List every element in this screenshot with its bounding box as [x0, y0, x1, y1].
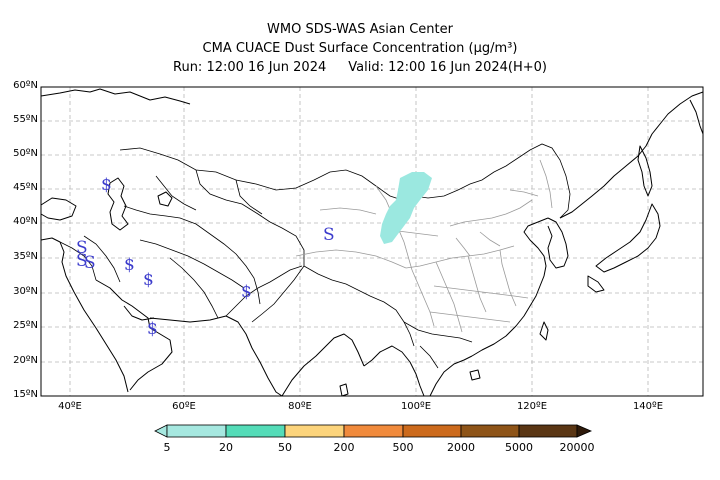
dust-symbol: S [323, 225, 335, 245]
colorbar-swatch-2 [284, 424, 345, 438]
lat-label-45n: 45ºN [13, 182, 38, 193]
dust-symbol: $ [124, 255, 135, 275]
title-line-1: WMO SDS-WAS Asian Center [267, 22, 453, 37]
lat-label-20n: 20ºN [13, 355, 38, 366]
colorbar-swatch-5 [460, 424, 520, 438]
coastlines [40, 88, 704, 397]
colorbar-high-arrow [576, 424, 593, 438]
dust-symbol: $ [143, 270, 154, 290]
colorbar-swatch-4 [402, 424, 462, 438]
colorbar-swatch-1 [225, 424, 286, 438]
country-borders [59, 143, 571, 369]
colorbar-tick-200: 200 [333, 441, 355, 454]
valid-time: Valid: 12:00 16 Jun 2024(H+0) [348, 60, 547, 75]
lat-label-15n: 15ºN [13, 389, 38, 400]
colorbar [154, 424, 593, 438]
title-line-2: CMA CUACE Dust Surface Concentration (μg… [202, 41, 518, 56]
dust-area [380, 172, 432, 244]
lat-label-30n: 30ºN [13, 286, 38, 297]
dust-symbol: S [76, 251, 88, 271]
lon-label-80e: 80ºE [288, 401, 312, 412]
run-valid-line: Run: 12:00 16 Jun 2024 Valid: 12:00 16 Ju… [0, 60, 720, 76]
lon-label-120e: 120ºE [516, 401, 548, 412]
dust-symbol: $ [147, 319, 158, 339]
colorbar-swatch-6 [518, 424, 578, 438]
dust-symbols: $ S S S S $ $ $ $ [76, 175, 335, 339]
lat-label-60n: 60ºN [13, 80, 38, 91]
colorbar-tick-50: 50 [278, 441, 292, 454]
colorbar-tick-500: 500 [392, 441, 414, 454]
lon-label-40e: 40ºE [58, 401, 82, 412]
dust-plume [380, 172, 432, 244]
colorbar-low-arrow [154, 424, 168, 438]
lat-label-40n: 40ºN [13, 216, 38, 227]
lon-label-60e: 60ºE [172, 401, 196, 412]
dust-symbol: S [76, 238, 88, 258]
colorbar-tick-2000: 2000 [447, 441, 475, 454]
lon-label-100e: 100ºE [400, 401, 432, 412]
colorbar-tick-5: 5 [163, 441, 171, 454]
lat-label-35n: 35ºN [13, 251, 38, 262]
lat-label-50n: 50ºN [13, 148, 38, 159]
colorbar-swatch-0 [166, 424, 227, 438]
map-frame [40, 86, 704, 397]
dust-symbol: $ [101, 175, 112, 195]
colorbar-tick-20000: 20000 [559, 441, 595, 454]
run-time: Run: 12:00 16 Jun 2024 [173, 60, 327, 75]
colorbar-swatch-3 [343, 424, 404, 438]
colorbar-tick-5000: 5000 [505, 441, 533, 454]
dust-symbol: S [84, 253, 96, 273]
dust-symbol: $ [241, 282, 252, 302]
gridlines [41, 87, 703, 396]
lat-label-25n: 25ºN [13, 320, 38, 331]
colorbar-tick-20: 20 [219, 441, 233, 454]
lat-label-55n: 55ºN [13, 114, 38, 125]
lon-label-140e: 140ºE [632, 401, 664, 412]
